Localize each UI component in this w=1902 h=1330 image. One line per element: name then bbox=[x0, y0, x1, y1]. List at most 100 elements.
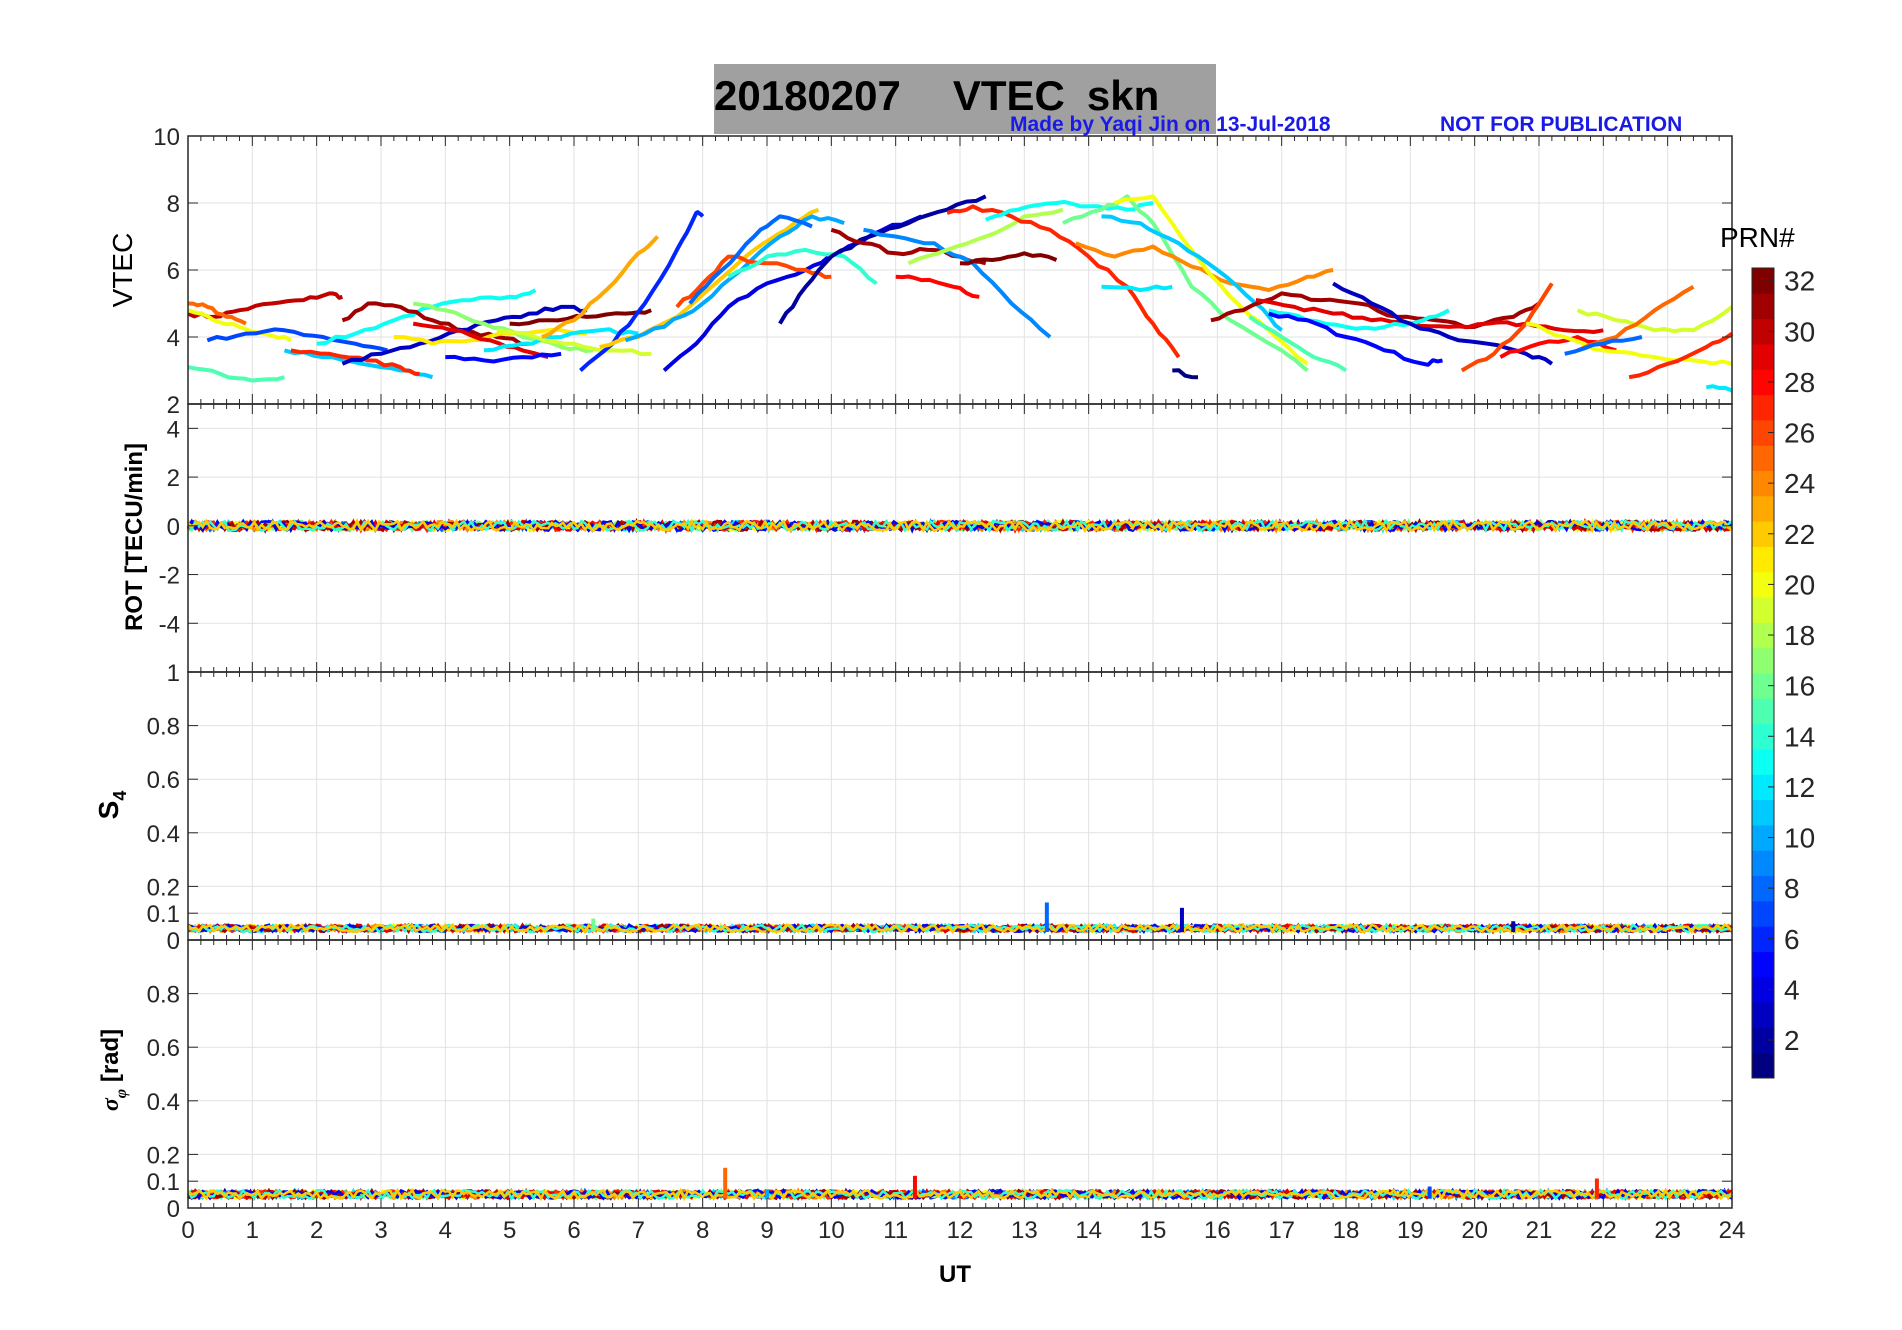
colorbar-band bbox=[1752, 571, 1774, 598]
colorbar-tick-label: 2 bbox=[1784, 1025, 1800, 1056]
colorbar-band bbox=[1752, 673, 1774, 699]
vtec-series-prn-27 bbox=[290, 348, 420, 376]
colorbar-band bbox=[1752, 900, 1774, 927]
x-tick-label: 22 bbox=[1590, 1217, 1617, 1244]
x-tick-label: 14 bbox=[1075, 1217, 1102, 1244]
y-tick-label: 0.4 bbox=[147, 1089, 180, 1116]
colorbar-band bbox=[1752, 1052, 1774, 1079]
x-tick-label: 13 bbox=[1011, 1217, 1038, 1244]
colorbar-band bbox=[1752, 748, 1774, 775]
y-tick-label: 0.1 bbox=[147, 1169, 180, 1196]
colorbar-band bbox=[1752, 521, 1774, 547]
figure-title: 20180207 VTEC skn bbox=[714, 72, 1160, 119]
vtec-series-prn-6 bbox=[579, 210, 705, 372]
vtec-series-prn-19 bbox=[496, 328, 652, 357]
colorbar-tick-label: 10 bbox=[1784, 823, 1815, 854]
y-tick-label: 4 bbox=[167, 325, 180, 352]
colorbar-band bbox=[1752, 875, 1774, 902]
colorbar-band bbox=[1752, 318, 1774, 345]
vtec-series-prn-15 bbox=[1248, 315, 1348, 373]
vtec-series-prn-19 bbox=[1576, 305, 1734, 334]
x-tick-label: 18 bbox=[1333, 1217, 1360, 1244]
sigma-phi-y-label: σφ [rad] bbox=[97, 1029, 130, 1111]
x-tick-label: 24 bbox=[1719, 1217, 1746, 1244]
y-tick-label: 0 bbox=[167, 514, 180, 541]
colorbar-band bbox=[1752, 850, 1774, 876]
panel-rot-series-prn-22 bbox=[187, 517, 1733, 534]
x-tick-label: 17 bbox=[1268, 1217, 1295, 1244]
colorbar-tick-label: 8 bbox=[1784, 873, 1800, 904]
x-tick-label: 16 bbox=[1204, 1217, 1231, 1244]
vtec-series-prn-17 bbox=[412, 301, 594, 353]
y-tick-label: 0.6 bbox=[147, 1035, 180, 1062]
y-tick-label: 1 bbox=[167, 660, 180, 687]
colorbar-band bbox=[1752, 647, 1774, 674]
x-axis-label: UT bbox=[939, 1261, 971, 1288]
vtec-series-prn-14 bbox=[727, 247, 878, 286]
vtec-series-prn-5 bbox=[1268, 311, 1443, 367]
y-tick-label: 8 bbox=[167, 191, 180, 218]
y-tick-label: 2 bbox=[167, 392, 180, 419]
y-tick-label: 6 bbox=[167, 258, 180, 285]
x-tick-label: 5 bbox=[503, 1217, 516, 1244]
colorbar-tick-label: 30 bbox=[1784, 316, 1815, 347]
vtec-series-prn-31 bbox=[341, 301, 530, 346]
colorbar-frame bbox=[1751, 267, 1775, 1079]
vtec-series-prn-7 bbox=[206, 327, 388, 353]
colorbar-tick-label: 12 bbox=[1784, 772, 1815, 803]
colorbar-title: PRN# bbox=[1720, 222, 1795, 253]
vtec-y-label: VTEC bbox=[107, 233, 138, 308]
panel-sigma-series-prn-22 bbox=[187, 1187, 1734, 1202]
colorbar-band bbox=[1752, 495, 1774, 522]
colorbar-band bbox=[1752, 597, 1774, 623]
sigma-phi-panel: 00.10.20.40.60.80 1 2 3 4 5 6 7 8 9 10 11 12 13 14 15 16… bbox=[147, 939, 1746, 1244]
x-tick-label: 0 bbox=[181, 1217, 194, 1244]
s4-y-label: S4 bbox=[93, 791, 130, 820]
colorbar-band bbox=[1752, 774, 1774, 801]
vtec-series-prn-30 bbox=[187, 291, 343, 319]
vtec-series-prn-11 bbox=[1101, 214, 1283, 332]
s4-panel: 00.10.2 0.4 0.6 0.8 1 bbox=[147, 660, 1733, 955]
colorbar-band bbox=[1752, 799, 1774, 826]
colorbar-band bbox=[1752, 369, 1774, 396]
x-tick-label: 2 bbox=[310, 1217, 323, 1244]
vtec-series-prn-23 bbox=[541, 235, 660, 339]
y-tick-label: 10 bbox=[153, 124, 180, 151]
vtec-series-prn-13 bbox=[984, 199, 1154, 222]
x-tick-label: 10 bbox=[818, 1217, 845, 1244]
colorbar-tick-label: 28 bbox=[1784, 367, 1815, 398]
vtec-series-prn-20 bbox=[1113, 194, 1309, 366]
vtec-series-prn-26 bbox=[675, 254, 832, 309]
vtec-series-prn-32 bbox=[959, 251, 1058, 266]
x-tick-label: 23 bbox=[1654, 1217, 1681, 1244]
y-tick-label: -4 bbox=[159, 611, 180, 638]
x-tick-label: 6 bbox=[567, 1217, 580, 1244]
colorbar-band bbox=[1752, 698, 1774, 725]
y-tick-label: 0.2 bbox=[147, 1142, 180, 1169]
colorbar-band bbox=[1752, 343, 1774, 370]
x-tick-label: 15 bbox=[1140, 1217, 1167, 1244]
vtec-series-prn-12 bbox=[1101, 284, 1173, 293]
colorbar-band bbox=[1752, 976, 1774, 1003]
colorbar-tick-label: 22 bbox=[1784, 519, 1815, 550]
colorbar-band bbox=[1752, 546, 1774, 573]
vtec-series-prn-12 bbox=[483, 327, 639, 353]
vtec-series-prn-18 bbox=[907, 207, 1064, 266]
colorbar-band bbox=[1752, 268, 1774, 294]
x-tick-label: 7 bbox=[632, 1217, 645, 1244]
vtec-series-prn-29 bbox=[412, 321, 549, 360]
colorbar-band bbox=[1752, 824, 1774, 851]
title-background bbox=[714, 64, 1216, 134]
colorbar-band bbox=[1752, 394, 1774, 421]
y-tick-label: 2 bbox=[167, 465, 180, 492]
vtec-panel: 2 4 6 8 10 bbox=[153, 124, 1734, 419]
y-tick-label: -2 bbox=[159, 563, 180, 590]
colorbar-tick-label: 20 bbox=[1784, 569, 1815, 600]
vtec-series-prn-1 bbox=[1172, 368, 1199, 380]
vtec-series-prn-28 bbox=[895, 274, 980, 299]
y-tick-label: 0.8 bbox=[147, 982, 180, 1009]
x-tick-label: 1 bbox=[246, 1217, 259, 1244]
y-tick-label: 0.6 bbox=[147, 767, 180, 794]
